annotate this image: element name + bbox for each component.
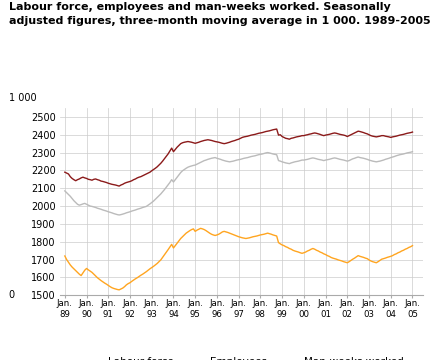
Employees <box>62 189 67 193</box>
Line: Employees: Employees <box>65 152 413 215</box>
Line: Man-weeks worked: Man-weeks worked <box>65 228 413 290</box>
Employees <box>117 213 122 217</box>
Labour force <box>274 127 279 131</box>
Man-weeks worked <box>191 227 196 231</box>
Man-weeks worked <box>205 230 210 234</box>
Man-weeks worked <box>325 253 330 258</box>
Legend: Labour force, Employees, Man-weeks worked: Labour force, Employees, Man-weeks worke… <box>76 353 408 360</box>
Labour force <box>410 130 415 134</box>
Man-weeks worked <box>62 254 67 258</box>
Employees <box>203 158 209 162</box>
Man-weeks worked <box>281 243 286 248</box>
Labour force <box>325 132 330 137</box>
Labour force <box>191 141 196 145</box>
Employees <box>280 160 285 164</box>
Labour force <box>117 184 122 188</box>
Employees <box>191 163 196 167</box>
Man-weeks worked <box>327 254 332 258</box>
Line: Labour force: Labour force <box>65 129 413 186</box>
Employees <box>146 203 151 207</box>
Text: adjusted figures, three-month moving average in 1 000. 1989-2005: adjusted figures, three-month moving ave… <box>9 16 430 26</box>
Text: Labour force, employees and man-weeks worked. Seasonally: Labour force, employees and man-weeks wo… <box>9 2 391 12</box>
Man-weeks worked <box>198 226 203 230</box>
Man-weeks worked <box>146 268 151 273</box>
Employees <box>325 158 330 162</box>
Man-weeks worked <box>117 288 122 292</box>
Labour force <box>327 132 332 136</box>
Labour force <box>146 171 151 175</box>
Labour force <box>62 170 67 174</box>
Text: 0: 0 <box>9 290 15 300</box>
Text: 1 000: 1 000 <box>9 93 36 103</box>
Man-weeks worked <box>410 243 415 248</box>
Employees <box>410 149 415 154</box>
Labour force <box>203 138 209 142</box>
Employees <box>323 158 328 162</box>
Labour force <box>281 135 286 140</box>
